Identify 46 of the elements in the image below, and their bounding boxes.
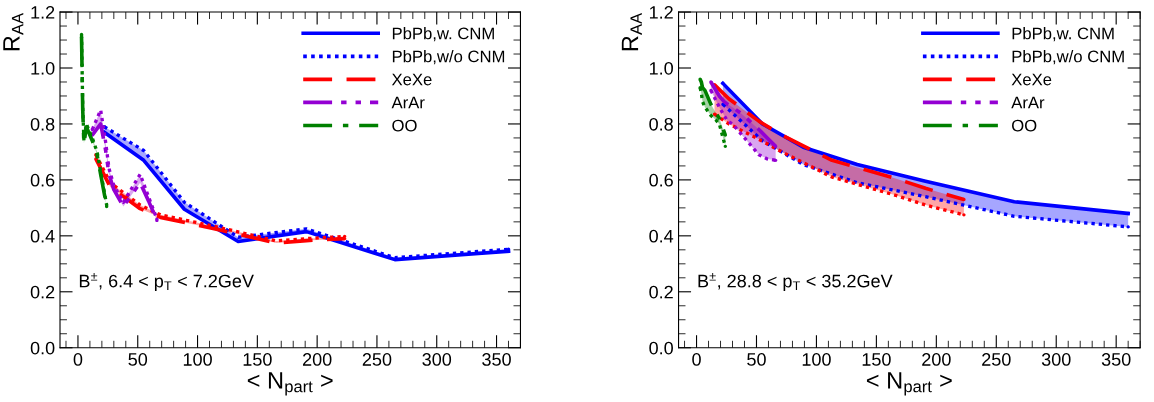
annotation: B$^{±}$, 28.8 < p$_{T}$ < 35.2GeV bbox=[698, 273, 893, 291]
x-tick-label: 250 bbox=[982, 353, 1011, 366]
y-tick-label: 1.0 bbox=[649, 61, 673, 75]
y-tick-label: 0.0 bbox=[649, 341, 673, 355]
x-tick-label: 300 bbox=[422, 353, 452, 366]
x-tick-label: 0 bbox=[692, 353, 701, 366]
y-tick-label: 1.2 bbox=[649, 5, 673, 19]
y-tick-label: 0.8 bbox=[649, 117, 673, 131]
x-tick-label: 0 bbox=[73, 353, 83, 366]
y-tick-label: 0.4 bbox=[649, 229, 674, 243]
x-axis-title: < N$_{part}$ > bbox=[866, 372, 952, 396]
legend-label: PbPb,w/o CNM bbox=[392, 50, 505, 65]
y-tick-label: 1.2 bbox=[31, 5, 55, 19]
legend-label: PbPb,w/o CNM bbox=[1012, 50, 1124, 65]
x-axis-title: < N$_{part}$ > bbox=[247, 372, 333, 396]
x-tick-label: 50 bbox=[128, 353, 148, 366]
x-tick-label: 350 bbox=[482, 353, 511, 366]
legend-label: PbPb,w. CNM bbox=[1012, 27, 1114, 42]
y-tick-label: 0.2 bbox=[649, 285, 673, 299]
x-tick-label: 350 bbox=[1101, 353, 1131, 366]
x-tick-label: 250 bbox=[362, 353, 392, 366]
x-tick-label: 200 bbox=[922, 353, 951, 366]
legend-label: OO bbox=[392, 119, 417, 132]
x-tick-label: 300 bbox=[1041, 353, 1071, 366]
y-tick-label: 0.4 bbox=[30, 229, 55, 243]
y-tick-label: 0.8 bbox=[30, 117, 55, 131]
legend-label: XeXe bbox=[1011, 73, 1052, 86]
x-tick-label: 100 bbox=[802, 353, 831, 366]
legend-label: ArAr bbox=[391, 96, 425, 109]
y-tick-label: 0.6 bbox=[30, 173, 55, 187]
y-tick-label: 0.2 bbox=[30, 285, 55, 299]
y-axis-title: R$_{AA}$ bbox=[621, 12, 642, 51]
y-tick-label: 0.0 bbox=[30, 341, 55, 355]
x-tick-label: 150 bbox=[243, 353, 272, 366]
y-axis-title: R$_{AA}$ bbox=[3, 12, 24, 51]
x-tick-label: 150 bbox=[862, 353, 891, 366]
x-tick-label: 200 bbox=[302, 353, 332, 366]
legend-label: ArAr bbox=[1011, 96, 1045, 109]
y-tick-label: 0.6 bbox=[649, 173, 673, 187]
x-tick-label: 100 bbox=[183, 353, 212, 366]
legend-label: PbPb,w. CNM bbox=[392, 27, 494, 42]
x-tick-label: 50 bbox=[747, 353, 766, 366]
legend-label: OO bbox=[1012, 119, 1037, 132]
legend-label: XeXe bbox=[391, 73, 432, 86]
annotation: B$^{±}$, 6.4 < p$_{T}$ < 7.2GeV bbox=[79, 273, 254, 291]
y-tick-label: 1.0 bbox=[31, 61, 55, 75]
